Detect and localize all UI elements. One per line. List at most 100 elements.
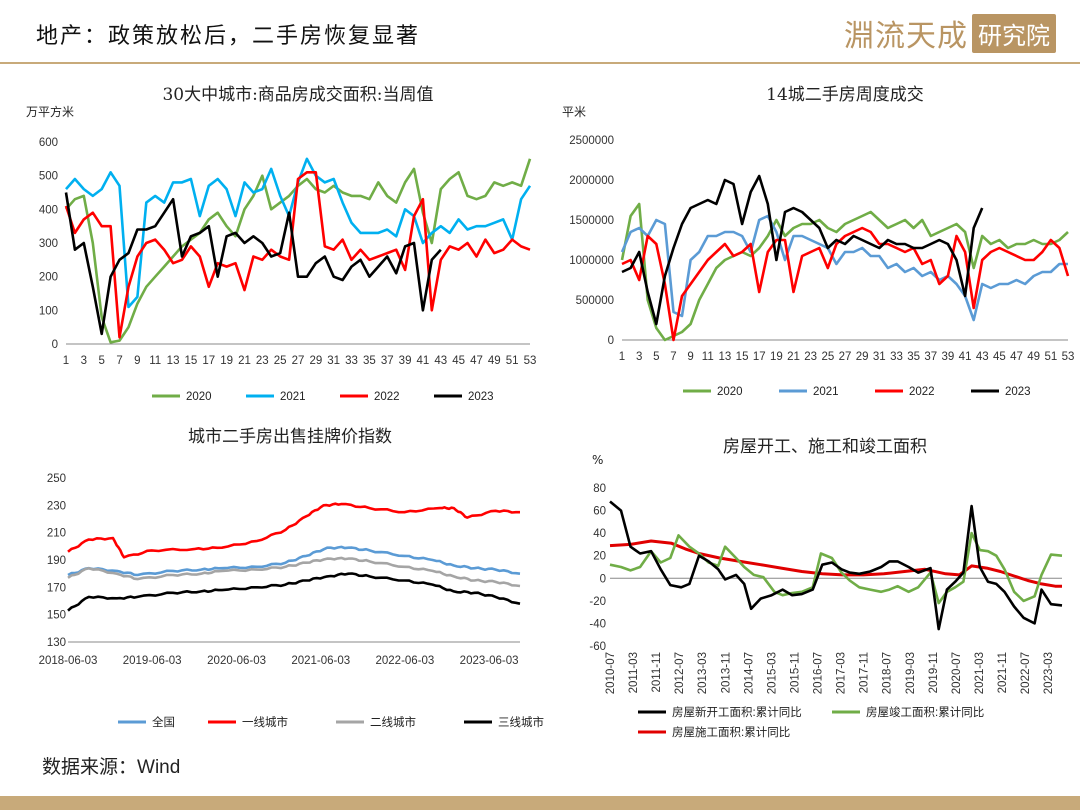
y-tick-label: 40 bbox=[593, 528, 606, 540]
series-line-2022 bbox=[621, 226, 1070, 342]
x-tick-label: 21 bbox=[238, 355, 251, 367]
x-tick-label: 2023-06-03 bbox=[460, 655, 519, 667]
x-tick-label: 39 bbox=[399, 355, 412, 367]
x-tick-label: 9 bbox=[134, 355, 140, 367]
series-line-2023 bbox=[64, 192, 442, 336]
legend-label-2: 2022 bbox=[374, 391, 400, 403]
legend-label-0: 房屋新开工面积:累计同比 bbox=[672, 705, 802, 719]
legend-label-3: 2023 bbox=[468, 391, 494, 403]
series-line-2020 bbox=[620, 202, 1069, 342]
x-tick-label: 23 bbox=[804, 351, 817, 363]
legend-label-2: 二线城市 bbox=[370, 715, 416, 729]
y-tick-label: 190 bbox=[47, 555, 66, 567]
series-line-2021 bbox=[620, 214, 1068, 322]
legend-label-1: 2021 bbox=[813, 386, 839, 398]
source-value: Wind bbox=[137, 757, 181, 778]
series-line-三线城市 bbox=[67, 572, 521, 612]
x-tick-label: 51 bbox=[506, 355, 519, 367]
logo-box: 研究院 bbox=[972, 13, 1056, 53]
y-tick-label: 1000000 bbox=[569, 255, 614, 267]
y-tick-label: 300 bbox=[39, 238, 58, 250]
page-title: 地产：政策放松后，二手房恢复显著 bbox=[36, 24, 421, 49]
legend-label-3: 三线城市 bbox=[498, 715, 544, 729]
x-tick-label: 1 bbox=[63, 355, 69, 367]
x-tick-label: 2017-03 bbox=[836, 652, 848, 694]
series-line-房屋施工面积:累计同比 bbox=[609, 539, 1062, 588]
series-line-一线城市 bbox=[67, 502, 520, 559]
y-tick-label: -60 bbox=[589, 641, 606, 653]
x-tick-label: 29 bbox=[856, 351, 869, 363]
y-tick-label: -20 bbox=[589, 596, 606, 608]
y-tick-label: 0 bbox=[52, 339, 58, 351]
y-tick-label: 400 bbox=[39, 204, 58, 216]
y-tick-label: 500 bbox=[39, 171, 58, 183]
x-tick-label: 37 bbox=[924, 351, 937, 363]
x-tick-label: 7 bbox=[116, 355, 122, 367]
x-tick-label: 11 bbox=[149, 355, 161, 367]
x-tick-label: 31 bbox=[327, 355, 340, 367]
x-tick-label: 27 bbox=[839, 351, 852, 363]
y-tick-label: 200 bbox=[39, 272, 58, 284]
logo-text: 淵流天成 bbox=[844, 19, 968, 54]
x-tick-label: 2020-06-03 bbox=[207, 655, 266, 667]
x-tick-label: 53 bbox=[1062, 351, 1075, 363]
x-tick-label: 2011-03 bbox=[628, 652, 640, 693]
x-tick-label: 39 bbox=[942, 351, 955, 363]
y-tick-label: 2500000 bbox=[569, 135, 614, 147]
legend-label-1: 一线城市 bbox=[242, 715, 288, 729]
x-tick-label: 47 bbox=[1010, 351, 1023, 363]
x-tick-label: 13 bbox=[719, 351, 732, 363]
x-tick-label: 2022-07 bbox=[1020, 652, 1032, 694]
x-tick-label: 2015-11 bbox=[789, 652, 801, 693]
x-tick-label: 31 bbox=[873, 351, 886, 363]
series-line-二线城市 bbox=[67, 556, 521, 588]
legend-label-1: 2021 bbox=[280, 391, 306, 403]
x-tick-label: 45 bbox=[993, 351, 1006, 363]
y-axis-unit: % bbox=[592, 453, 603, 467]
y-tick-label: 60 bbox=[593, 506, 606, 518]
legend-label-0: 2020 bbox=[186, 391, 212, 403]
x-tick-label: 21 bbox=[787, 351, 800, 363]
x-tick-label: 2013-11 bbox=[720, 652, 732, 693]
y-tick-label: 230 bbox=[47, 500, 66, 512]
x-tick-label: 2020-07 bbox=[951, 652, 963, 694]
x-tick-label: 53 bbox=[524, 355, 537, 367]
x-tick-label: 3 bbox=[81, 355, 87, 367]
x-tick-label: 51 bbox=[1044, 351, 1057, 363]
x-tick-label: 2014-07 bbox=[743, 652, 755, 694]
x-tick-label: 23 bbox=[256, 355, 269, 367]
y-tick-label: 80 bbox=[593, 483, 606, 495]
brand-logo: 淵流天成 研究院 bbox=[844, 12, 1056, 54]
x-tick-label: 5 bbox=[98, 355, 104, 367]
legend-label-3: 2023 bbox=[1005, 386, 1031, 398]
x-tick-label: 29 bbox=[309, 355, 322, 367]
footer-band bbox=[0, 796, 1080, 810]
legend-label-2: 2022 bbox=[909, 386, 935, 398]
x-tick-label: 2019-06-03 bbox=[123, 655, 182, 667]
x-tick-label: 1 bbox=[619, 351, 625, 363]
x-tick-label: 9 bbox=[687, 351, 693, 363]
x-tick-label: 2018-06-03 bbox=[39, 655, 98, 667]
x-tick-label: 13 bbox=[167, 355, 180, 367]
x-tick-label: 2019-11 bbox=[928, 652, 940, 693]
x-tick-label: 49 bbox=[1027, 351, 1040, 363]
legend-label-1: 房屋竣工面积:累计同比 bbox=[866, 705, 984, 719]
series-line-2022 bbox=[64, 171, 531, 339]
series-line-房屋竣工面积:累计同比 bbox=[609, 531, 1063, 605]
x-tick-label: 2013-03 bbox=[697, 652, 709, 694]
x-tick-label: 2017-11 bbox=[859, 652, 871, 693]
x-tick-label: 17 bbox=[202, 355, 215, 367]
x-tick-label: 27 bbox=[292, 355, 305, 367]
x-tick-label: 41 bbox=[959, 351, 972, 363]
y-tick-label: 500000 bbox=[576, 295, 614, 307]
data-source: 数据来源：Wind bbox=[42, 752, 180, 779]
x-tick-label: 2023-03 bbox=[1043, 652, 1055, 694]
chart-construction-area: 房屋开工、施工和竣工面积% -60 -40 -20 0 20 40 60 80 2010-07 20… bbox=[589, 437, 1063, 739]
x-tick-label: 2021-06-03 bbox=[291, 655, 350, 667]
x-tick-label: 35 bbox=[907, 351, 920, 363]
legend-label-0: 2020 bbox=[717, 386, 743, 398]
x-tick-label: 2012-07 bbox=[674, 652, 686, 694]
y-tick-label: 0 bbox=[608, 335, 614, 347]
